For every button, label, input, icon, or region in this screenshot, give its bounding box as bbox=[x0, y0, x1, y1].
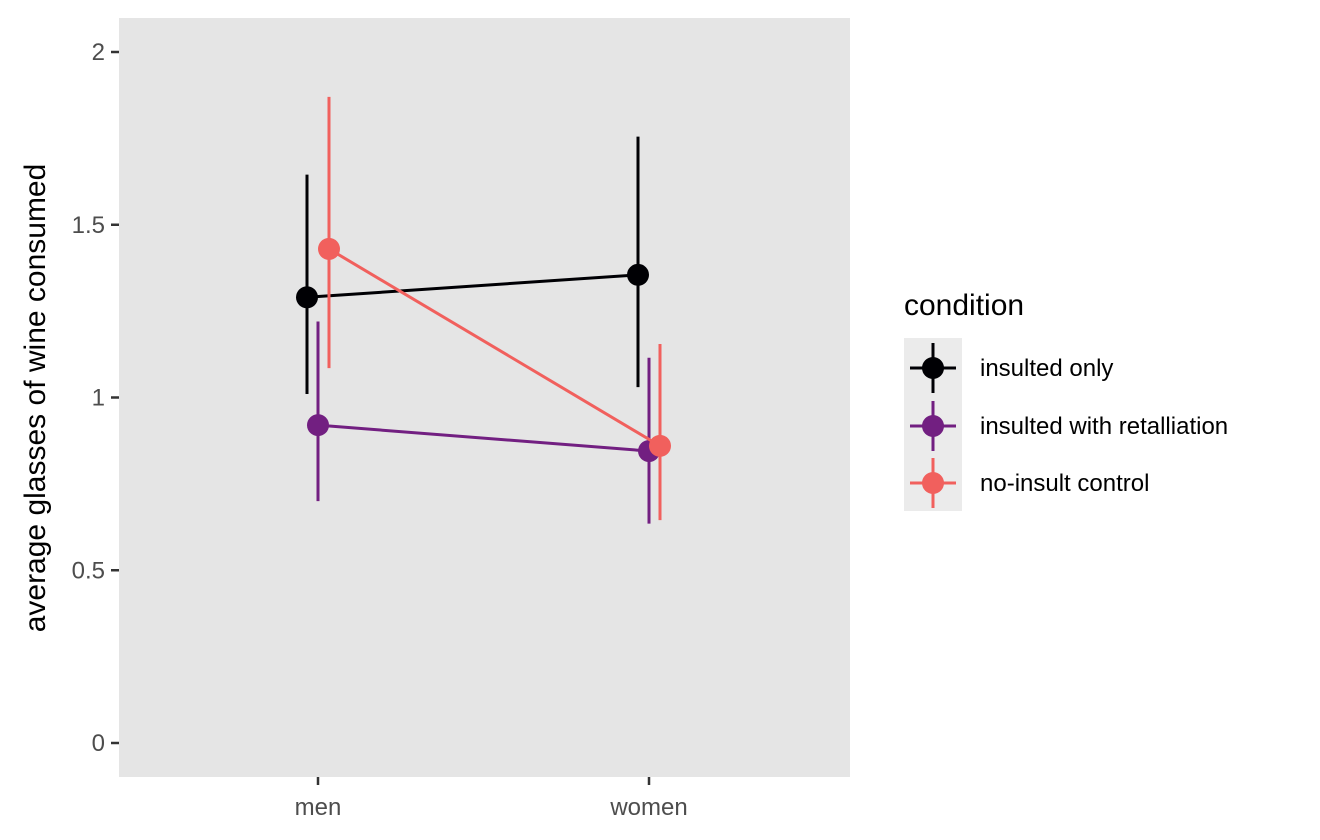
x-tick-label: men bbox=[295, 794, 342, 821]
data-point bbox=[296, 286, 318, 309]
series-1 bbox=[307, 321, 660, 524]
data-point bbox=[307, 414, 329, 437]
series-2 bbox=[318, 96, 671, 521]
data-point bbox=[318, 237, 340, 260]
plot-panel bbox=[119, 18, 850, 777]
data-point bbox=[649, 434, 671, 457]
legend-item-0: insulted only bbox=[910, 343, 1113, 393]
y-tick-label: 1.5 bbox=[72, 212, 105, 239]
legend-key-point bbox=[922, 472, 944, 494]
x-axis: men women bbox=[295, 777, 688, 821]
y-axis: 0 0.5 1 1.5 2 bbox=[72, 39, 119, 757]
series-line bbox=[306, 273, 639, 299]
legend-label: no-insult control bbox=[980, 470, 1149, 497]
y-tick-label: 0.5 bbox=[72, 557, 105, 584]
y-axis-title: average glasses of wine consumed bbox=[19, 164, 52, 633]
data-point bbox=[627, 263, 649, 286]
series-line bbox=[328, 247, 661, 448]
legend-label: insulted only bbox=[980, 355, 1113, 382]
y-tick-label: 1 bbox=[92, 385, 105, 412]
x-tick-label: women bbox=[609, 794, 687, 821]
legend-title: condition bbox=[904, 289, 1024, 322]
legend-key-point bbox=[922, 415, 944, 437]
legend-label: insulted with retalliation bbox=[980, 413, 1228, 440]
series-line bbox=[317, 423, 650, 453]
legend-key-point bbox=[922, 357, 944, 379]
legend-item-2: no-insult control bbox=[910, 458, 1149, 508]
y-tick-label: 2 bbox=[92, 39, 105, 66]
y-tick-label: 0 bbox=[92, 730, 105, 757]
legend-items: insulted only insulted with retalliation n… bbox=[910, 343, 1228, 508]
legend: condition insulted only insulted with ret… bbox=[904, 289, 1228, 511]
series-0 bbox=[296, 136, 649, 395]
legend-item-1: insulted with retalliation bbox=[910, 401, 1228, 451]
series-layer bbox=[296, 96, 671, 524]
